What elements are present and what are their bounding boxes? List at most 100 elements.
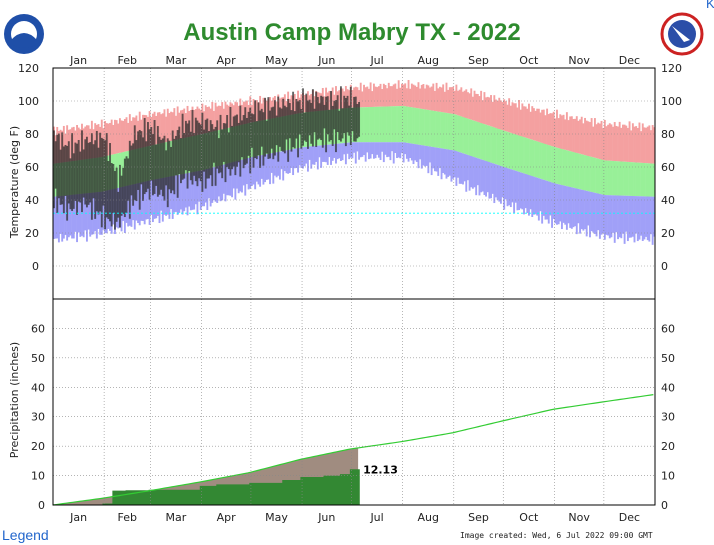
record-high-bar	[501, 102, 504, 131]
record-high-bar	[534, 110, 537, 141]
record-low-bar	[605, 195, 608, 235]
record-high-bar	[82, 128, 85, 160]
record-high-bar	[132, 117, 135, 150]
record-high-bar	[435, 82, 438, 112]
normal-range-bar	[610, 160, 613, 196]
normal-range-bar	[381, 106, 384, 143]
month-tick-bottom: Sep	[468, 511, 489, 524]
observed-temp-bar	[122, 167, 125, 214]
record-low-bar	[516, 171, 519, 211]
observed-temp-bar	[176, 130, 179, 198]
record-low-bar	[189, 172, 192, 211]
record-high-bar	[163, 109, 166, 143]
record-high-bar	[447, 89, 450, 114]
normal-range-bar	[628, 162, 631, 196]
record-low-bar	[181, 174, 184, 215]
record-high-bar	[646, 126, 649, 164]
record-high-bar	[255, 100, 258, 122]
observed-temp-bar	[62, 146, 65, 214]
observed-temp-bar	[288, 102, 291, 139]
record-high-bar	[582, 123, 585, 155]
record-low-bar	[186, 173, 189, 216]
observed-temp-bar	[277, 96, 280, 162]
normal-range-bar	[551, 146, 553, 183]
observed-temp-bar	[54, 141, 57, 189]
record-low-bar	[590, 191, 593, 232]
record-low-bar	[62, 195, 65, 239]
record-high-bar	[602, 128, 605, 160]
record-low-bar	[523, 173, 525, 215]
record-low-bar	[102, 191, 105, 230]
record-low-bar	[551, 182, 553, 228]
temp-tick-right: 40	[661, 194, 675, 207]
observed-temp-bar	[142, 137, 144, 201]
record-low-bar	[254, 156, 257, 190]
record-high-bar	[491, 101, 494, 127]
normal-range-bar	[532, 140, 535, 177]
record-low-bar	[513, 170, 516, 214]
normal-range-bar	[465, 118, 468, 155]
record-high-bar	[374, 86, 377, 107]
record-low-bar	[160, 178, 163, 211]
record-low-bar	[640, 196, 643, 236]
legend-link[interactable]: Legend	[2, 527, 49, 543]
normal-range-bar	[508, 132, 511, 169]
record-low-bar	[401, 142, 403, 154]
normal-range-bar	[653, 163, 656, 197]
record-low-bar	[82, 193, 85, 238]
record-high-bar	[427, 85, 430, 110]
record-low-bar	[241, 159, 243, 193]
record-high-bar	[541, 109, 544, 143]
record-low-bar	[267, 153, 270, 180]
observed-temp-bar	[85, 136, 88, 208]
record-high-bar	[589, 122, 591, 157]
temp-tick-right: 60	[661, 161, 675, 174]
record-low-bar	[53, 196, 55, 239]
record-low-bar	[528, 174, 530, 216]
month-tick-bottom: Mar	[165, 511, 186, 524]
record-low-bar	[227, 163, 230, 196]
observed-temp-bar	[302, 88, 304, 146]
record-low-bar	[366, 142, 369, 153]
record-low-bar	[465, 154, 468, 192]
record-high-bar	[127, 122, 130, 151]
record-high-bar	[552, 111, 555, 147]
record-high-bar	[615, 125, 618, 162]
record-high-bar	[546, 108, 549, 145]
observed-temp-bar	[295, 99, 298, 139]
record-low-bar	[626, 195, 629, 242]
record-high-bar	[151, 113, 154, 146]
observed-temp-bar	[339, 86, 342, 142]
normal-range-bar	[361, 107, 364, 143]
record-high-bar	[379, 83, 382, 107]
record-low-bar	[161, 177, 164, 222]
record-high-bar	[384, 85, 387, 107]
record-low-bar	[427, 146, 430, 174]
record-high-bar	[623, 124, 626, 162]
normal-range-bar	[622, 161, 624, 196]
normal-range-bar	[569, 151, 572, 187]
record-high-bar	[429, 87, 431, 111]
record-low-bar	[435, 147, 438, 172]
record-high-bar	[391, 86, 394, 107]
record-high-bar	[368, 88, 370, 108]
observed-temp-bar	[214, 126, 217, 186]
normal-range-bar	[615, 161, 618, 196]
record-low-bar	[148, 180, 151, 225]
normal-range-bar	[402, 105, 405, 143]
normal-range-bar	[635, 162, 638, 197]
record-low-bar	[343, 143, 346, 155]
record-low-bar	[338, 143, 341, 159]
record-high-bar	[450, 87, 453, 114]
record-low-bar	[247, 157, 250, 190]
record-low-bar	[496, 164, 499, 200]
normal-range-bar	[486, 125, 489, 162]
record-high-bar	[562, 114, 565, 150]
record-low-bar	[460, 152, 463, 184]
record-low-bar	[168, 176, 171, 219]
temp-tick-left: 60	[25, 161, 39, 174]
record-low-bar	[212, 167, 215, 201]
observed-temp-bar	[308, 99, 311, 136]
record-low-bar	[554, 183, 557, 224]
normal-range-bar	[455, 114, 458, 152]
